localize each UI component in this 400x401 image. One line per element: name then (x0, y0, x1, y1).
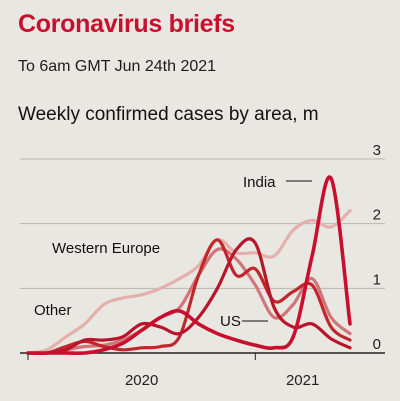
page-title: Coronavirus briefs (18, 10, 235, 38)
annotation-india: India (243, 174, 276, 191)
y-tick-label: 3 (373, 142, 381, 159)
x-tick-label: 2021 (286, 372, 319, 389)
annotation-other: Other (34, 302, 72, 319)
x-tick-label: 2020 (125, 372, 158, 389)
y-tick-label: 1 (373, 271, 381, 288)
y-tick-label: 0 (373, 336, 381, 353)
annotation-western-europe: Western Europe (52, 240, 160, 257)
annotation-us: US (220, 313, 241, 330)
series-line-other (26, 209, 352, 355)
chart-title: Weekly confirmed cases by area, m (18, 104, 319, 125)
series-line-unlabelled (26, 247, 352, 355)
page-subtitle: To 6am GMT Jun 24th 2021 (18, 58, 217, 75)
y-tick-label: 2 (373, 207, 381, 224)
series-line-india (26, 175, 352, 356)
